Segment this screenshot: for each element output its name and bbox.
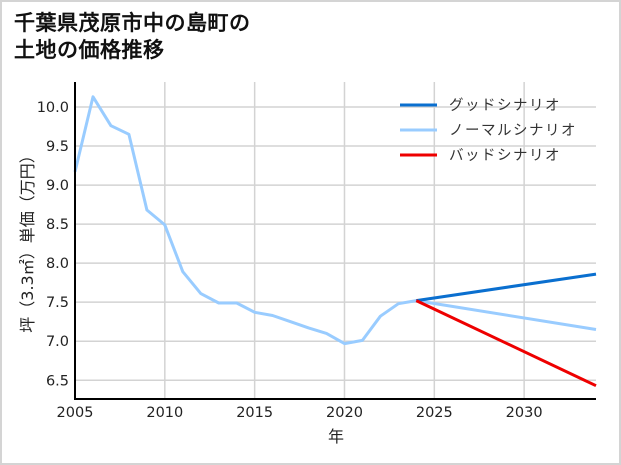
x-tick-label: 2020 xyxy=(326,405,363,421)
gridlines xyxy=(75,82,596,399)
y-tick-label: 6.5 xyxy=(46,373,69,389)
y-tick-label: 9.0 xyxy=(46,178,69,194)
series-line-normal xyxy=(73,95,597,346)
y-tick-label: 8.0 xyxy=(46,256,69,272)
x-axis-ticks: 2005 2010 2015 2020 2025 2030 xyxy=(57,405,543,421)
y-tick-label: 10.0 xyxy=(37,100,69,116)
axes xyxy=(74,82,596,400)
x-tick-label: 2010 xyxy=(146,405,183,421)
y-tick-label: 7.0 xyxy=(46,334,69,350)
y-axis-ticks: 6.5 7.0 7.5 8.0 8.5 9.0 9.5 10.0 xyxy=(37,100,69,389)
series-line-bad xyxy=(415,299,597,388)
legend-label-bad: バッドシナリオ xyxy=(449,148,561,164)
y-tick-label: 8.5 xyxy=(46,217,69,233)
x-tick-label: 2030 xyxy=(506,405,543,421)
chart-title-line-1: 千葉県茂原市中の島町の xyxy=(14,11,251,35)
legend-label-good: グッドシナリオ xyxy=(449,97,561,114)
legend-label-normal: ノーマルシナリオ xyxy=(449,123,577,139)
x-tick-label: 2025 xyxy=(416,405,453,421)
y-tick-label: 9.5 xyxy=(46,139,69,155)
data-lines xyxy=(73,95,597,388)
x-tick-label: 2005 xyxy=(57,405,94,421)
y-tick-label: 7.5 xyxy=(46,295,69,311)
chart-title: 千葉県茂原市中の島町の 土地の価格推移 xyxy=(14,10,251,64)
x-tick-label: 2015 xyxy=(236,405,273,421)
chart-title-line-2: 土地の価格推移 xyxy=(14,38,165,62)
x-axis-title: 年 xyxy=(328,427,344,446)
series-line-good xyxy=(416,272,597,303)
y-axis-title: 坪（3.3㎡）単価（万円） xyxy=(18,147,37,332)
